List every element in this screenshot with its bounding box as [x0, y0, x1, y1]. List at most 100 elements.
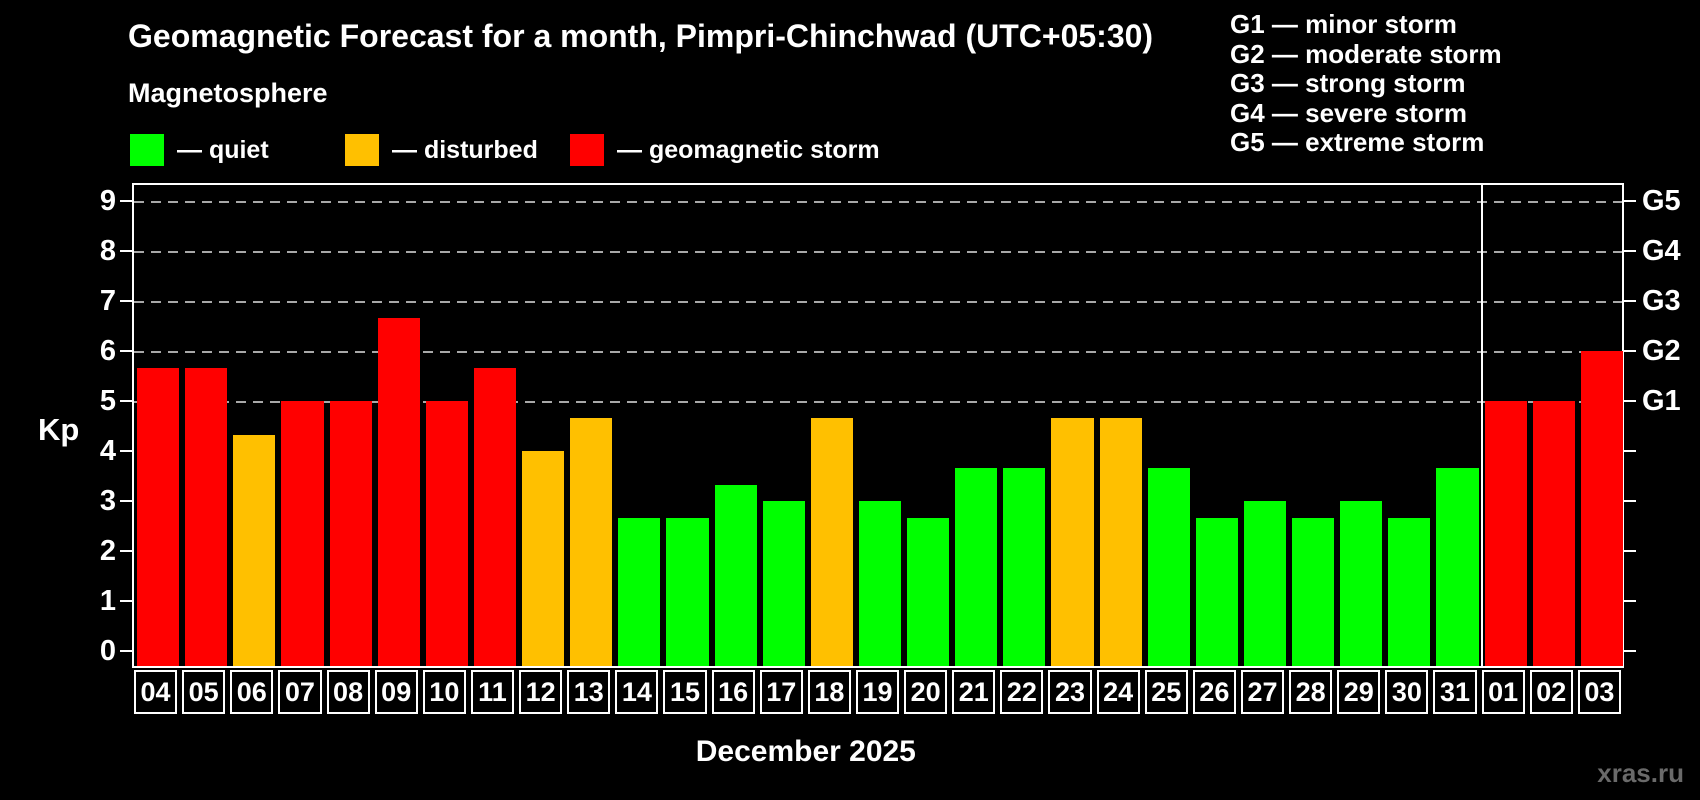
g-scale-legend: G1 — minor storm G2 — moderate storm G3 — … — [1230, 9, 1502, 158]
plot-area — [132, 183, 1624, 668]
day-label-25: 25 — [1144, 670, 1188, 714]
bar-day-01 — [1484, 401, 1527, 666]
bar-day-02 — [1532, 401, 1575, 666]
y-tick-right-3 — [1624, 500, 1636, 502]
day-label-14: 14 — [615, 670, 659, 714]
month-separator — [1480, 185, 1483, 666]
y-tick-label-7: 7 — [99, 285, 116, 317]
day-label-21: 21 — [952, 670, 996, 714]
y-tick-left-6 — [120, 350, 132, 352]
gridline-kp6 — [134, 351, 1622, 353]
day-label-06: 06 — [230, 670, 274, 714]
g-legend-line-5: G5 — extreme storm — [1230, 127, 1485, 157]
day-label-18: 18 — [807, 670, 851, 714]
bar-day-28 — [1292, 517, 1335, 666]
day-label-16: 16 — [711, 670, 755, 714]
y-tick-label-5: 5 — [99, 385, 116, 417]
y-tick-right-8 — [1624, 250, 1636, 252]
y-tick-left-4 — [120, 450, 132, 452]
day-label-09: 09 — [374, 670, 418, 714]
bar-day-16 — [714, 484, 757, 666]
legend-item-disturbed: — disturbed — [345, 134, 538, 166]
bar-day-10 — [425, 401, 468, 666]
bar-day-12 — [522, 451, 565, 666]
g-axis-label-G3: G3 — [1642, 285, 1681, 317]
bar-day-29 — [1340, 501, 1383, 666]
watermark: xras.ru — [1597, 758, 1684, 788]
day-label-19: 19 — [855, 670, 900, 714]
bar-day-20 — [907, 517, 950, 666]
bar-day-09 — [377, 317, 420, 666]
bar-day-21 — [955, 467, 998, 666]
bar-day-25 — [1147, 467, 1190, 666]
day-label-30: 30 — [1385, 670, 1429, 714]
day-label-20: 20 — [904, 670, 948, 714]
bar-day-19 — [858, 501, 902, 666]
bar-day-30 — [1388, 517, 1431, 666]
y-tick-right-2 — [1624, 550, 1636, 552]
legend-label-quiet: — quiet — [177, 135, 269, 164]
bar-day-14 — [618, 517, 661, 666]
gridline-kp8 — [134, 251, 1622, 253]
y-tick-label-0: 0 — [99, 635, 116, 667]
legend-item-storm: — geomagnetic storm — [570, 134, 880, 166]
y-tick-left-9 — [120, 200, 132, 202]
day-label-04: 04 — [134, 670, 178, 714]
g-legend-line-1: G1 — minor storm — [1230, 9, 1457, 39]
bar-day-08 — [329, 401, 372, 666]
g-legend-line-4: G4 — severe storm — [1230, 97, 1468, 128]
bar-day-23 — [1051, 417, 1094, 666]
y-tick-right-6 — [1624, 350, 1636, 352]
gridline-kp7 — [134, 301, 1622, 303]
legend-swatch-quiet — [130, 134, 164, 166]
day-label-03: 03 — [1577, 670, 1621, 714]
y-tick-label-3: 3 — [99, 485, 116, 517]
day-label-15: 15 — [663, 670, 707, 714]
y-tick-label-2: 2 — [99, 535, 116, 567]
bar-day-04 — [137, 367, 180, 666]
day-label-12: 12 — [519, 670, 563, 714]
day-label-26: 26 — [1192, 670, 1236, 714]
legend-label-storm: — geomagnetic storm — [617, 135, 880, 164]
y-tick-right-5 — [1624, 400, 1636, 402]
day-label-22: 22 — [1000, 670, 1044, 714]
bar-day-31 — [1436, 467, 1479, 666]
y-tick-left-5 — [120, 400, 132, 402]
bar-day-17 — [762, 501, 805, 666]
bar-day-27 — [1243, 501, 1287, 666]
bar-day-13 — [570, 417, 613, 666]
y-tick-right-7 — [1624, 300, 1636, 302]
bar-day-26 — [1195, 517, 1238, 666]
day-label-11: 11 — [470, 670, 515, 714]
g-axis-label-G1: G1 — [1642, 385, 1681, 417]
y-tick-left-8 — [120, 250, 132, 252]
y-tick-right-0 — [1624, 650, 1636, 652]
y-tick-left-7 — [120, 300, 132, 302]
day-label-23: 23 — [1048, 670, 1092, 714]
bar-day-22 — [1003, 467, 1046, 666]
g-axis-label-G4: G4 — [1642, 235, 1681, 267]
x-axis-title: December 2025 — [695, 735, 916, 768]
day-label-13: 13 — [567, 670, 611, 714]
g-legend-line-2: G2 — moderate storm — [1230, 38, 1502, 69]
day-label-24: 24 — [1096, 670, 1140, 714]
g-legend-line-3: G3 — strong storm — [1230, 68, 1466, 98]
day-label-01: 01 — [1481, 670, 1525, 714]
chart-title: Geomagnetic Forecast for a month, Pimpri… — [128, 18, 1154, 54]
y-tick-right-1 — [1624, 600, 1636, 602]
y-tick-left-3 — [120, 500, 132, 502]
bar-day-06 — [233, 434, 276, 666]
y-tick-left-2 — [120, 550, 132, 552]
bar-day-18 — [810, 417, 853, 666]
day-label-05: 05 — [182, 670, 226, 714]
legend-label-disturbed: — disturbed — [392, 135, 538, 164]
y-tick-label-1: 1 — [99, 585, 116, 617]
day-label-27: 27 — [1240, 670, 1285, 714]
y-tick-label-4: 4 — [99, 435, 116, 467]
g-axis-label-G2: G2 — [1642, 335, 1681, 367]
y-tick-left-0 — [120, 650, 132, 652]
day-label-08: 08 — [326, 670, 370, 714]
bar-day-24 — [1099, 417, 1142, 666]
bar-day-15 — [666, 517, 709, 666]
